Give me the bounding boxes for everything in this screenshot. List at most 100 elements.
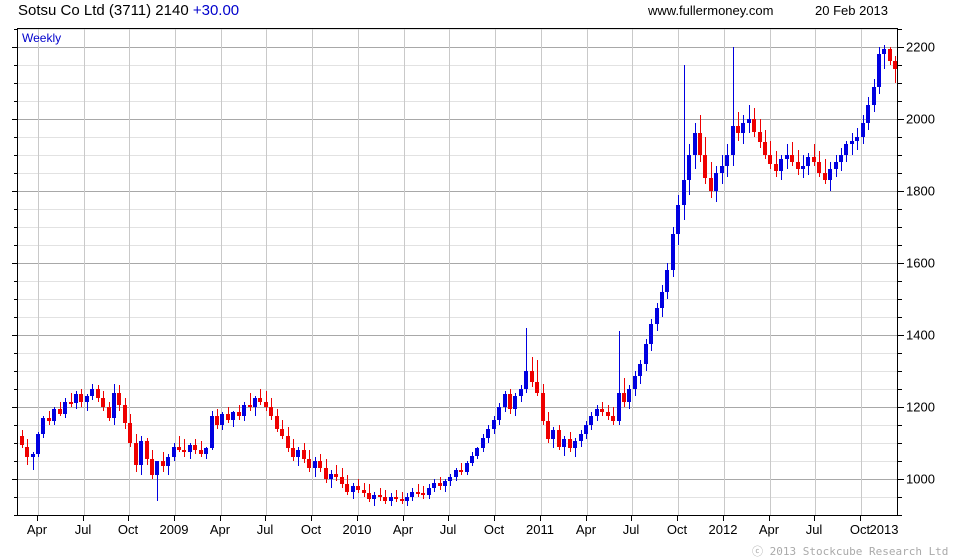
y-tick-minor [898, 83, 902, 84]
gridline-minor [18, 29, 897, 30]
candle-wick [418, 484, 419, 497]
candle-body [204, 448, 208, 454]
candle-body [248, 405, 252, 408]
candle-body [676, 205, 680, 235]
candle-body [644, 344, 648, 364]
instrument-name-price: Sotsu Co Ltd (3711) 2140 [18, 2, 189, 19]
y-axis-left-ticks [11, 28, 18, 516]
x-axis-label: Jul [74, 522, 92, 537]
candle-wick [852, 133, 853, 155]
candle-body [96, 389, 100, 398]
candle-wick [260, 389, 261, 406]
candle-body [383, 497, 387, 501]
gridline-major [18, 119, 897, 120]
candle-body [258, 398, 262, 402]
x-tick [357, 516, 358, 521]
gridline-vertical [84, 29, 85, 515]
candle-body [595, 408, 599, 416]
x-axis-label: Oct [117, 522, 139, 537]
y-tick-minor [898, 317, 902, 318]
x-tick [860, 516, 861, 521]
y-tick-left-major [12, 119, 18, 120]
y-tick-left-major [12, 47, 18, 48]
gridline-vertical [724, 29, 725, 515]
candle-body [302, 450, 306, 460]
gridline-minor [18, 281, 897, 282]
copyright-notice: ⓒ 2013 Stockcube Research Ltd [752, 545, 949, 558]
y-tick-minor [898, 209, 902, 210]
x-tick [540, 516, 541, 521]
candle-body [671, 234, 675, 271]
y-tick-major [898, 119, 904, 120]
y-tick-left-minor [14, 281, 18, 282]
gridline-minor [18, 245, 897, 246]
candle-body [155, 461, 159, 476]
y-tick-minor [898, 65, 902, 66]
candle-wick [776, 151, 777, 177]
candle-body [47, 417, 51, 422]
x-axis-label: 2011 [526, 522, 554, 537]
x-tick [83, 516, 84, 521]
x-axis-label: 2013 [869, 522, 899, 537]
candle-body [345, 484, 349, 492]
candle-body [861, 122, 865, 137]
candle-body [264, 401, 268, 407]
x-tick [265, 516, 266, 521]
candle-body [123, 405, 127, 424]
y-tick-major [898, 407, 904, 408]
candle-body [828, 169, 832, 181]
candle-body [752, 119, 756, 132]
candle-body [530, 371, 534, 382]
chart-plot-area[interactable]: Weekly [17, 28, 898, 516]
candle-body [633, 376, 637, 389]
candle-body [557, 430, 561, 447]
y-tick-left-minor [14, 245, 18, 246]
candle-body [182, 450, 186, 453]
gridline-vertical [587, 29, 588, 515]
y-tick-left-minor [14, 65, 18, 66]
candle-wick [825, 158, 826, 184]
x-axis-label: Oct [300, 522, 322, 537]
candle-body [541, 392, 545, 422]
y-tick-left-minor [14, 101, 18, 102]
candle-body [416, 491, 420, 494]
candle-wick [364, 482, 365, 497]
gridline-major [18, 407, 897, 408]
candle-body [535, 381, 539, 393]
grid-layer [18, 29, 897, 515]
candle-wick [402, 491, 403, 505]
candle-body [551, 430, 555, 440]
candle-body [546, 421, 550, 440]
gridline-minor [18, 173, 897, 174]
candle-body [69, 401, 73, 404]
candle-wick [770, 140, 771, 170]
candle-body [627, 389, 631, 402]
y-tick-minor [898, 353, 902, 354]
gridline-minor [18, 299, 897, 300]
candle-body [513, 396, 517, 409]
candle-body [573, 441, 577, 449]
x-tick [311, 516, 312, 521]
candle-body [834, 162, 838, 170]
candle-body [475, 448, 479, 456]
candle-body [812, 156, 816, 163]
candle-wick [608, 405, 609, 420]
y-tick-left-major [12, 479, 18, 480]
candle-body [334, 473, 338, 478]
gridline-vertical [770, 29, 771, 515]
y-tick-left-minor [14, 137, 18, 138]
candle-body [161, 461, 165, 467]
x-tick [128, 516, 129, 521]
gridline-minor [18, 425, 897, 426]
y-tick-minor [898, 299, 902, 300]
candle-wick [179, 435, 180, 452]
x-axis-label: Apr [575, 522, 597, 537]
candle-body [427, 488, 431, 496]
candle-body [107, 407, 111, 418]
x-tick [586, 516, 587, 521]
candle-body [231, 412, 235, 420]
candle-body [844, 144, 848, 155]
gridline-vertical [129, 29, 130, 515]
gridline-minor [18, 443, 897, 444]
candle-body [177, 446, 181, 451]
